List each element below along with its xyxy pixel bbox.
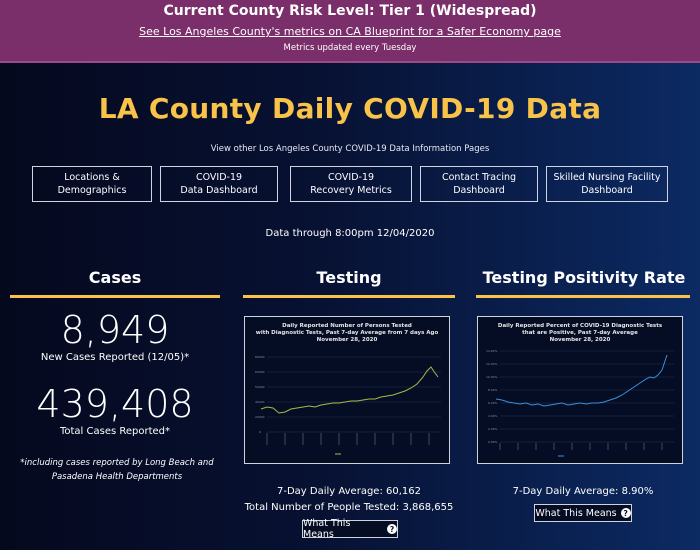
nav-recovery-metrics-button[interactable]: COVID-19 Recovery Metrics <box>290 166 412 202</box>
svg-text:40000: 40000 <box>255 400 265 404</box>
svg-text:0: 0 <box>259 430 261 434</box>
positivity-x-ticks <box>499 443 663 450</box>
total-cases-value: 439,408 <box>36 382 194 426</box>
testing-chart-svg: 80000 60000 50000 40000 20000 0 <box>255 355 441 455</box>
chart-title-line2: that are Positive, Past 7-day Average <box>522 330 638 336</box>
nav-buttons: Locations & Demographics COVID-19 Data Das… <box>0 166 700 204</box>
button-label: What This Means <box>303 518 351 540</box>
page-title: LA County Daily COVID-19 Data <box>98 92 602 125</box>
chart-title-line3: November 28, 2020 <box>316 337 378 343</box>
nav-label-line2: Demographics <box>57 185 127 196</box>
svg-text:60000: 60000 <box>255 370 265 374</box>
nav-label-line1: Locations & <box>64 172 120 183</box>
nav-skilled-nursing-button[interactable]: Skilled Nursing Facility Dashboard <box>546 166 668 202</box>
chart-title-line3: November 28, 2020 <box>549 337 611 343</box>
positivity-underline <box>476 295 690 298</box>
positivity-chart: Daily Reported Percent of COVID-19 Diagn… <box>477 316 683 464</box>
nav-contact-tracing-button[interactable]: Contact Tracing Dashboard <box>420 166 538 202</box>
testing-x-ticks <box>266 433 430 445</box>
cases-heading: Cases <box>88 268 142 287</box>
total-cases-label: Total Cases Reported* <box>59 426 171 437</box>
page-subtitle: View other Los Angeles County COVID-19 D… <box>210 144 490 154</box>
svg-text:0.00%: 0.00% <box>488 440 498 444</box>
svg-text:80000: 80000 <box>255 355 265 359</box>
cases-underline <box>10 295 220 298</box>
cases-footnote: *including cases reported by Long Beach … <box>20 458 214 482</box>
nav-label-line1: Skilled Nursing Facility <box>553 172 661 183</box>
testing-underline <box>243 295 455 298</box>
svg-text:10.00%: 10.00% <box>486 375 498 379</box>
button-label: What This Means <box>535 507 617 519</box>
testing-heading: Testing <box>316 268 382 287</box>
nav-label-line1: COVID-19 <box>327 172 375 183</box>
svg-text:20000: 20000 <box>255 415 265 419</box>
new-cases-label: New Cases Reported (12/05)* <box>40 352 190 363</box>
testing-chart-title: Daily Reported Number of Persons Tested … <box>245 323 449 344</box>
positivity-chart-svg: 14.00% 12.00% 10.00% 8.00% 6.00% 4.00% 2.00%… <box>486 349 674 457</box>
testing-what-this-means-button[interactable]: What This Means ? <box>302 518 398 540</box>
svg-text:50000: 50000 <box>255 385 265 389</box>
data-through-date: Data through 8:00pm 12/04/2020 <box>265 228 435 239</box>
testing-chart: Daily Reported Number of Persons Tested … <box>244 316 450 464</box>
testing-average: 7-Day Daily Average: 60,162 <box>277 486 421 497</box>
svg-text:12.00%: 12.00% <box>486 362 498 366</box>
ca-blueprint-link[interactable]: See Los Angeles County's metrics on CA B… <box>139 25 561 38</box>
chart-title-line1: Daily Reported Percent of COVID-19 Diagn… <box>497 323 663 329</box>
nav-label-line2: Dashboard <box>453 185 505 196</box>
nav-label-line2: Recovery Metrics <box>310 185 392 196</box>
nav-label-line1: COVID-19 <box>195 172 243 183</box>
risk-level-title: Current County Risk Level: Tier 1 (Wides… <box>163 3 537 19</box>
question-circle-icon: ? <box>387 524 397 534</box>
testing-total: Total Number of People Tested: 3,868,655 <box>244 502 454 513</box>
positivity-line <box>495 354 668 407</box>
nav-label-line2: Dashboard <box>581 185 633 196</box>
positivity-what-this-means-button[interactable]: What This Means ? <box>534 504 632 522</box>
nav-locations-demographics-button[interactable]: Locations & Demographics <box>32 166 152 202</box>
chart-title-line2: with Diagnostic Tests, Past 7-day Averag… <box>255 330 439 336</box>
positivity-heading: Testing Positivity Rate <box>482 268 686 287</box>
svg-text:14.00%: 14.00% <box>486 349 498 353</box>
nav-label-line2: Data Dashboard <box>180 185 258 196</box>
nav-data-dashboard-button[interactable]: COVID-19 Data Dashboard <box>160 166 278 202</box>
nav-label-line1: Contact Tracing <box>441 172 517 183</box>
metrics-update-note: Metrics updated every Tuesday <box>283 43 417 53</box>
svg-text:4.00%: 4.00% <box>488 414 498 418</box>
positivity-chart-title: Daily Reported Percent of COVID-19 Diagn… <box>478 323 682 344</box>
chart-title-line1: Daily Reported Number of Persons Tested <box>282 323 412 329</box>
new-cases-value: 8,949 <box>60 308 170 352</box>
svg-text:8.00%: 8.00% <box>488 388 498 392</box>
svg-text:2.00%: 2.00% <box>488 427 498 431</box>
positivity-average: 7-Day Daily Average: 8.90% <box>512 486 654 497</box>
testing-line <box>260 366 439 414</box>
svg-text:6.00%: 6.00% <box>488 401 498 405</box>
question-circle-icon: ? <box>620 508 631 518</box>
risk-banner: Current County Risk Level: Tier 1 (Wides… <box>0 0 700 63</box>
